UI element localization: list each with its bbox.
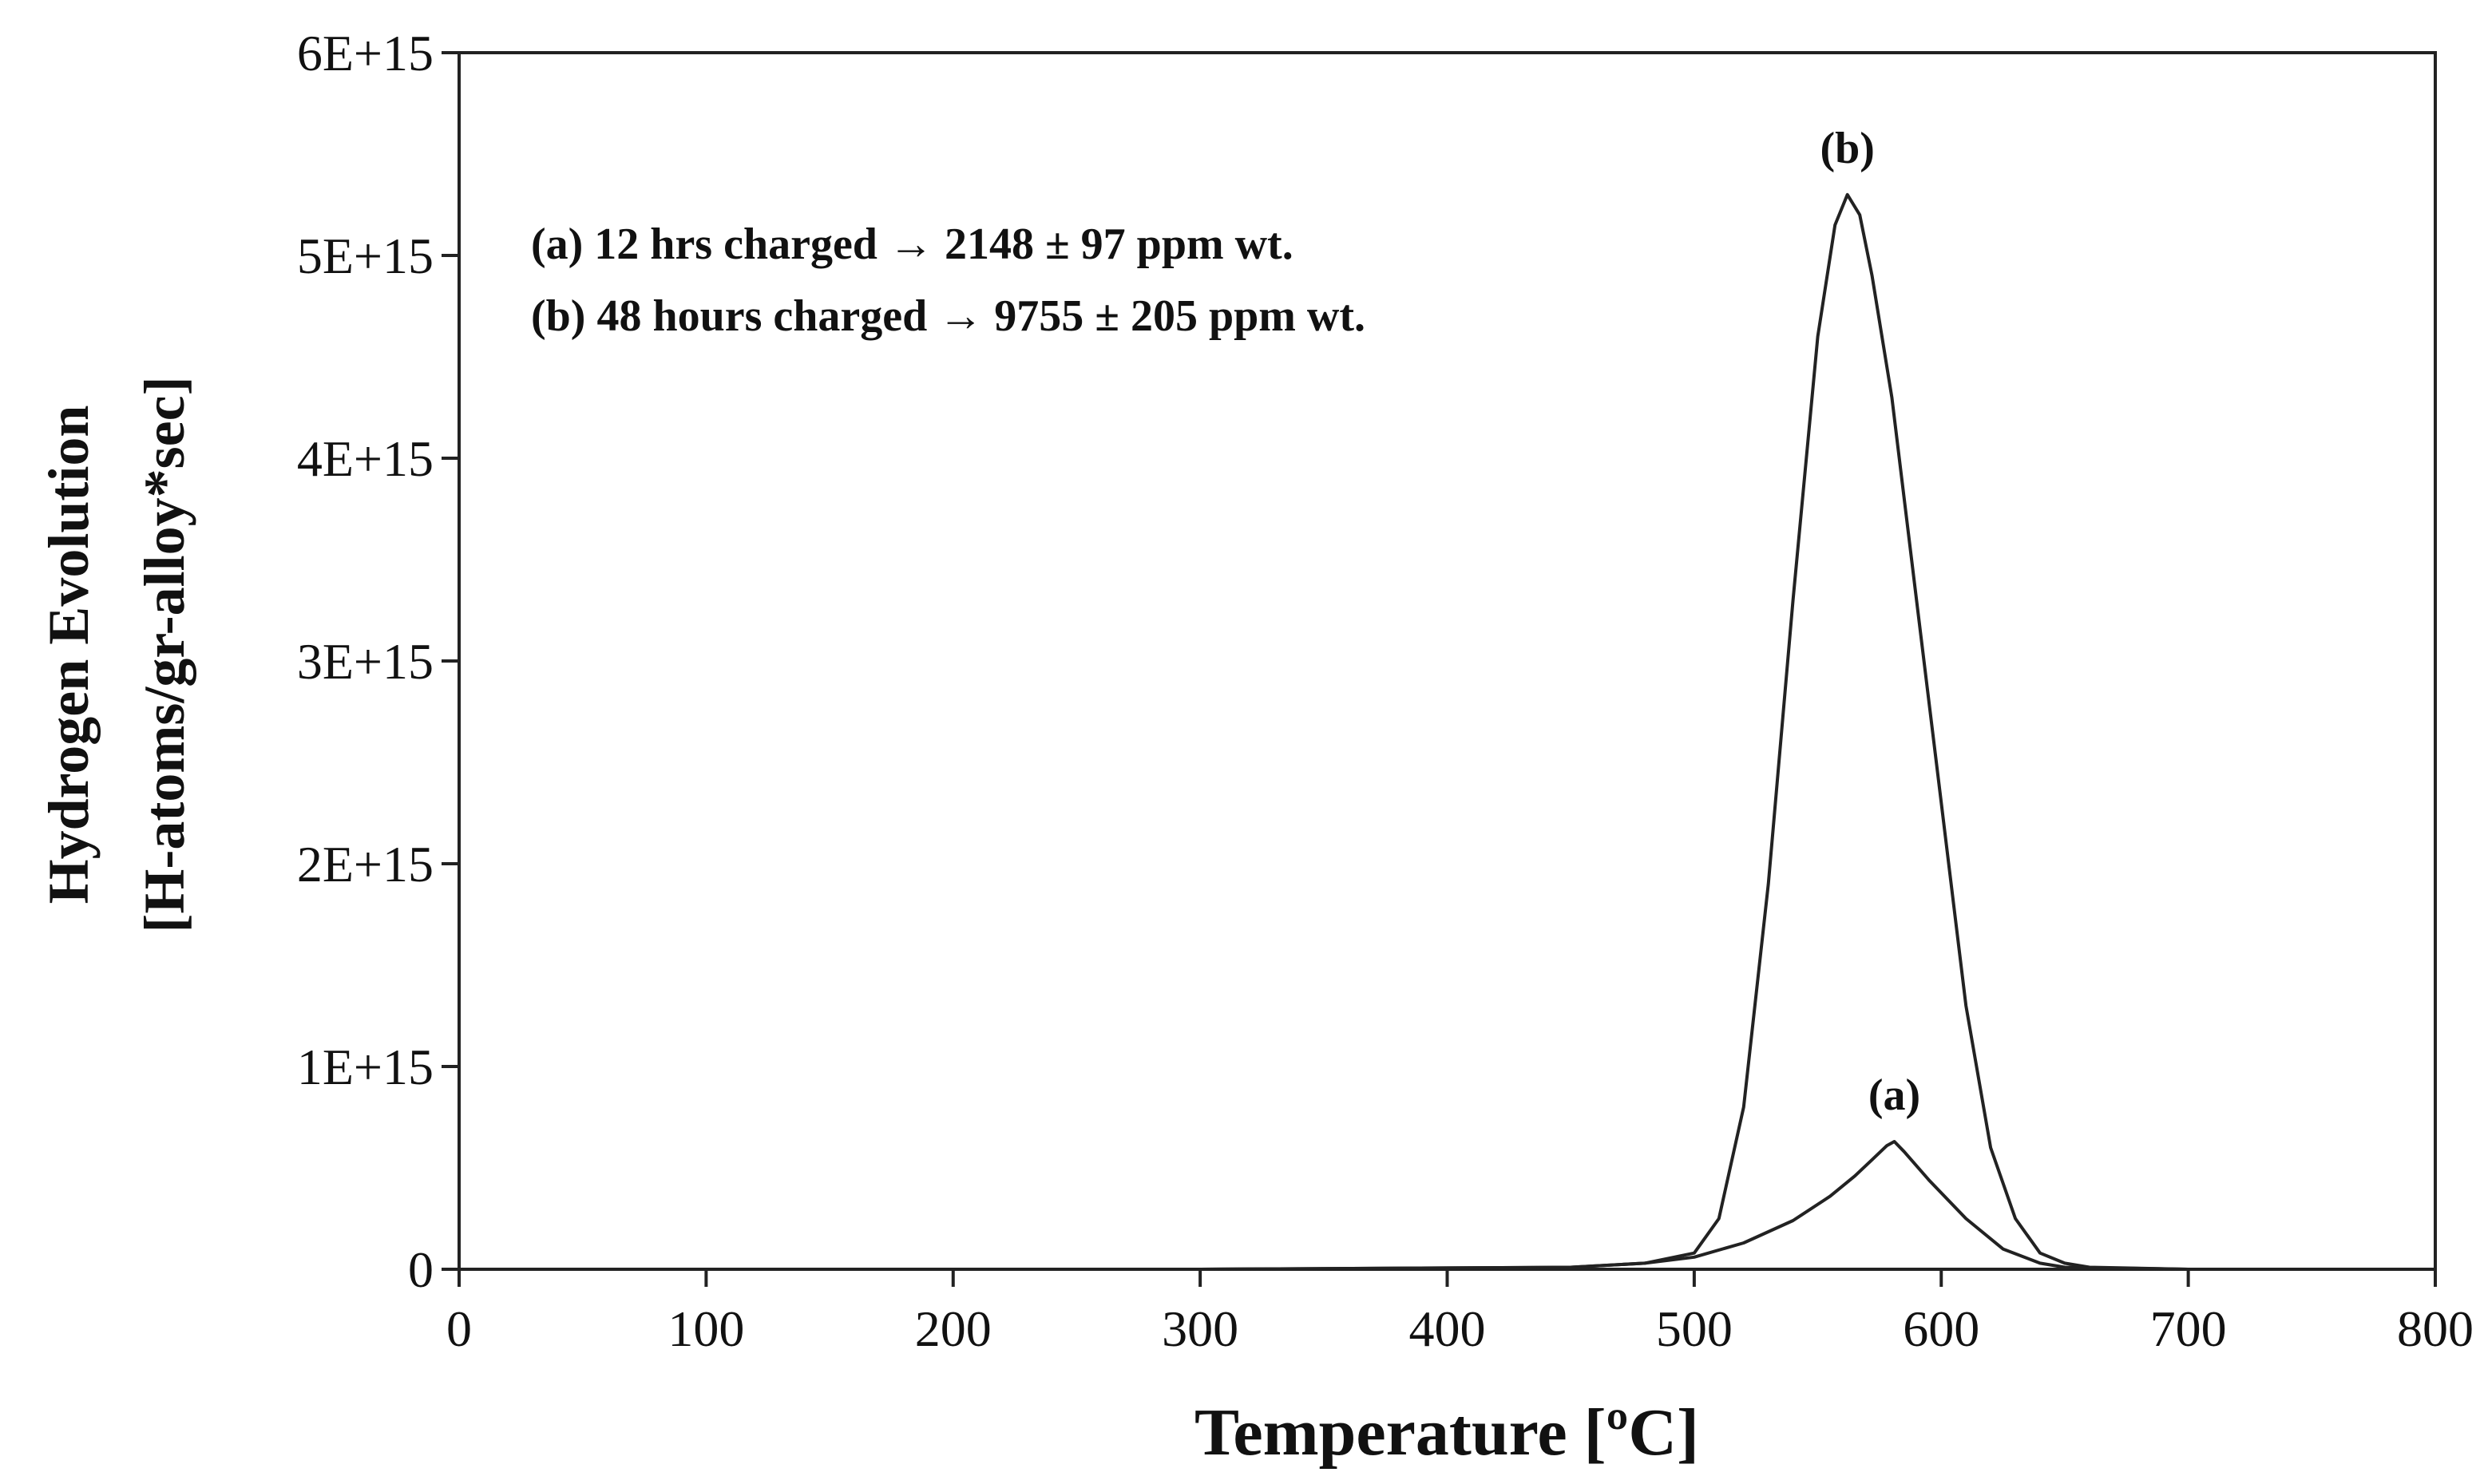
y-tick-label: 5E+15 xyxy=(297,228,434,284)
y-tick-label: 2E+15 xyxy=(297,836,434,892)
y-tick-label: 3E+15 xyxy=(297,633,434,690)
tick-marks xyxy=(442,51,2437,1287)
peak-label-a: (a) xyxy=(1868,1070,1920,1120)
x-tick-label: 300 xyxy=(1162,1300,1238,1357)
x-tick-label: 0 xyxy=(446,1300,472,1357)
legend-line-b: (b) 48 hours charged → 9755 ± 205 ppm wt… xyxy=(531,291,1365,341)
x-tick-label: 200 xyxy=(915,1300,992,1357)
x-axis-title: Temperature [ºC] xyxy=(1194,1395,1699,1470)
x-tick-label: 400 xyxy=(1409,1300,1486,1357)
x-tick-label: 600 xyxy=(1903,1300,1979,1357)
series-curves xyxy=(521,192,2189,1271)
legend-line-a: (a) 12 hrs charged → 2148 ± 97 ppm wt. xyxy=(531,220,1293,269)
y-tick-labels: 0 1E+15 2E+15 3E+15 4E+15 5E+15 6E+15 xyxy=(297,25,434,1298)
x-tick-label: 500 xyxy=(1656,1300,1733,1357)
x-tick-label: 100 xyxy=(668,1300,744,1357)
y-tick-label: 1E+15 xyxy=(297,1039,434,1095)
y-tick-label: 4E+15 xyxy=(297,430,434,487)
x-tick-label: 800 xyxy=(2397,1300,2474,1357)
x-tick-labels: 0 100 200 300 400 500 600 700 800 xyxy=(446,1300,2474,1357)
y-tick-label: 6E+15 xyxy=(297,25,434,81)
peak-label-b: (b) xyxy=(1820,124,1874,173)
peak-annotations: (b) (a) xyxy=(1820,124,1920,1120)
series-line-a xyxy=(521,1140,2189,1271)
y-axis-title-line2: [H-atoms/gr-alloy*sec] xyxy=(133,376,196,932)
series-line-b xyxy=(521,192,2189,1271)
y-axis-title-line1: Hydrogen Evolution xyxy=(37,406,101,904)
y-tick-label: 0 xyxy=(408,1241,434,1298)
x-tick-label: 700 xyxy=(2150,1300,2227,1357)
